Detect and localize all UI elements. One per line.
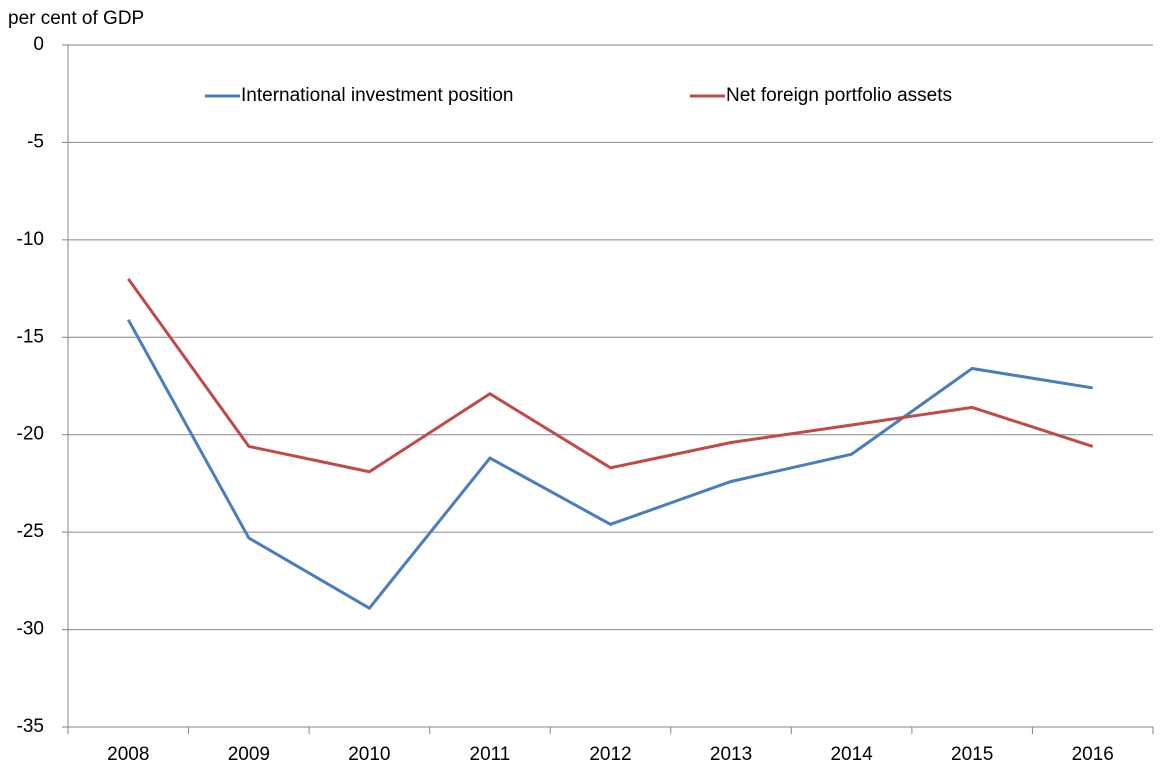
legend-label: International investment position: [241, 85, 514, 106]
y-tick-label: -20: [17, 424, 44, 445]
y-axis-label: per cent of GDP: [8, 8, 144, 29]
x-tick-label: 2009: [228, 744, 270, 765]
y-tick-label: -15: [17, 326, 44, 347]
y-tick-label: -35: [17, 716, 44, 737]
x-tick-label: 2016: [1072, 744, 1114, 765]
x-tick-label: 2012: [589, 744, 631, 765]
y-tick-label: -5: [27, 131, 44, 152]
y-tick-label: -25: [17, 521, 44, 542]
y-tick-label: -10: [17, 229, 44, 250]
x-tick-label: 2010: [348, 744, 390, 765]
x-tick-label: 2011: [470, 744, 511, 765]
x-tick-label: 2013: [710, 744, 752, 765]
x-tick-label: 2014: [830, 744, 873, 765]
x-tick-label: 2015: [951, 744, 993, 765]
series-line: [126, 319, 1093, 611]
legend-label: Net foreign portfolio assets: [726, 85, 952, 106]
x-tick-label: 2008: [107, 744, 149, 765]
y-tick-label: -30: [17, 619, 44, 640]
y-tick-label: 0: [33, 34, 44, 55]
series-line: [127, 277, 1094, 474]
